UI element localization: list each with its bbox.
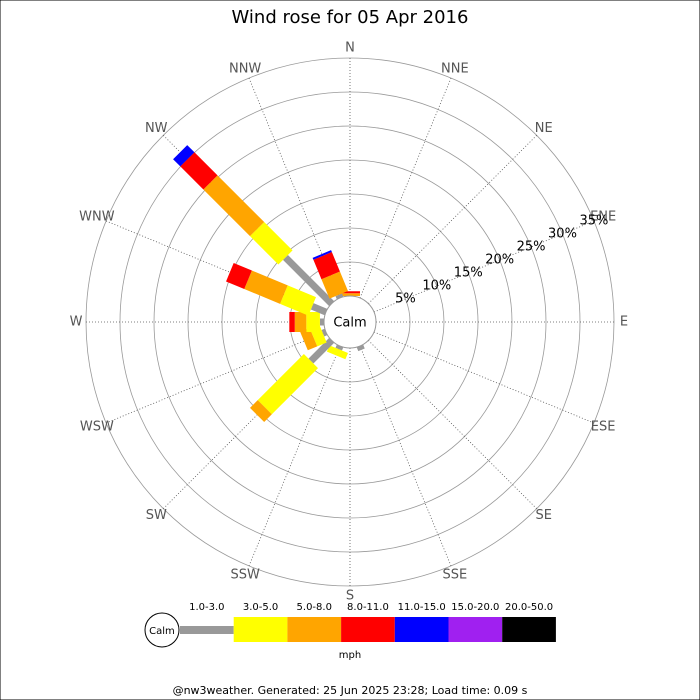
r-tick-label: 10% bbox=[422, 279, 451, 294]
direction-line bbox=[359, 77, 452, 299]
r-tick-label: 25% bbox=[517, 239, 546, 254]
legend-label: 20.0-50.0 bbox=[505, 602, 553, 613]
r-tick-label: 30% bbox=[548, 226, 577, 241]
rose-segment bbox=[309, 324, 327, 347]
direction-label: S bbox=[346, 589, 354, 604]
legend-swatch bbox=[341, 617, 395, 642]
calm-label: Calm bbox=[333, 316, 366, 331]
r-tick-label: 20% bbox=[485, 253, 514, 268]
rose-segment bbox=[250, 400, 272, 422]
legend: Calm mph 1.0-3.0 3.0-5.0 5.0-8.0 8.0-11.0 11… bbox=[144, 602, 556, 661]
rose-segment bbox=[282, 254, 335, 307]
r-tick-label: 5% bbox=[395, 292, 416, 307]
r-tick-label: 35% bbox=[579, 213, 608, 228]
legend-calm-circle bbox=[144, 612, 180, 648]
footer: @nw3weather. Generated: 25 Jun 2025 23:2… bbox=[173, 684, 528, 697]
direction-label: NNE bbox=[441, 61, 469, 76]
direction-line bbox=[368, 340, 537, 509]
rose-segment bbox=[250, 222, 293, 265]
legend-swatch bbox=[394, 617, 449, 642]
rose-segment bbox=[180, 152, 218, 190]
legend-label: 15.0-20.0 bbox=[451, 602, 499, 613]
rose-segment bbox=[300, 327, 318, 351]
rose-segment bbox=[203, 175, 265, 237]
rose-segment bbox=[244, 270, 288, 304]
legend-swatch bbox=[180, 626, 234, 634]
direction-label: SSE bbox=[442, 568, 467, 583]
unit-label: mph bbox=[339, 650, 361, 661]
direction-line bbox=[248, 345, 341, 567]
direction-label: ESE bbox=[591, 419, 616, 434]
direction-line bbox=[373, 331, 595, 424]
direction-label: W bbox=[70, 315, 83, 330]
bars bbox=[173, 145, 365, 422]
rose-segment bbox=[173, 145, 195, 167]
direction-label: E bbox=[620, 315, 628, 330]
rose-segment bbox=[310, 303, 328, 316]
direction-label: WSW bbox=[80, 419, 114, 434]
legend-label: 3.0-5.0 bbox=[243, 602, 278, 613]
rose-segment bbox=[321, 271, 348, 299]
direction-label: NE bbox=[535, 121, 553, 136]
legend-calm-label: Calm bbox=[149, 626, 175, 637]
rose-segment bbox=[257, 353, 319, 415]
rose-segment bbox=[280, 285, 316, 316]
direction-label: SW bbox=[146, 508, 167, 523]
direction-label: NW bbox=[145, 121, 168, 136]
legend-label: 11.0-15.0 bbox=[398, 602, 446, 613]
chart-title: Wind rose for 05 Apr 2016 bbox=[232, 7, 469, 28]
direction-line bbox=[373, 220, 595, 313]
grid-ring bbox=[255, 227, 445, 417]
legend-label: 1.0-3.0 bbox=[189, 602, 224, 613]
direction-label: N bbox=[345, 41, 355, 56]
rose-segment bbox=[335, 344, 344, 351]
r-tick-label: 15% bbox=[454, 266, 483, 281]
legend-label: 5.0-8.0 bbox=[297, 602, 332, 613]
direction-label: NNW bbox=[229, 61, 261, 76]
rose-segment bbox=[326, 345, 348, 360]
rose-segment bbox=[313, 252, 340, 280]
direction-label: SSW bbox=[230, 568, 260, 583]
direction-label: WNW bbox=[79, 210, 115, 225]
legend-swatch bbox=[233, 617, 288, 642]
rose-segment bbox=[308, 337, 335, 364]
rose-segment bbox=[321, 328, 328, 337]
legend-swatch bbox=[287, 617, 342, 642]
rose-segment bbox=[356, 344, 365, 352]
legend-swatch bbox=[448, 617, 503, 642]
rose-segment bbox=[335, 293, 344, 300]
direction-line bbox=[368, 135, 537, 304]
direction-label: ENE bbox=[590, 210, 616, 225]
rose-segment bbox=[312, 250, 332, 260]
direction-label: SE bbox=[536, 508, 552, 523]
rose-segment bbox=[226, 262, 252, 290]
ticks: 5% 10%15%20%25%30%35% bbox=[395, 213, 608, 306]
direction-line bbox=[359, 345, 452, 567]
legend-label: 8.0-11.0 bbox=[347, 602, 389, 613]
grid-ring bbox=[153, 125, 547, 519]
legend-swatch bbox=[502, 617, 556, 642]
calm-circle bbox=[323, 295, 377, 349]
direction-line bbox=[105, 331, 327, 424]
